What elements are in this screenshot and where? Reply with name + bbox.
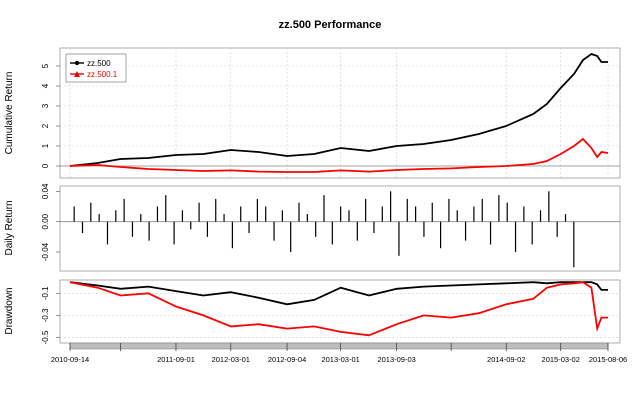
- cumulative-y-tick-label: 5: [41, 63, 50, 68]
- cumulative-panel: 0 1 2 3 4 5 Cumulative Return zz.500 zz.500.1: [4, 47, 621, 179]
- x-axis-tick-label: 2013-09-03: [377, 355, 415, 364]
- x-axis-tick-label: 2013-03-01: [321, 355, 359, 364]
- x-axis-tick-label: 2012-09-04: [268, 355, 306, 364]
- series-line-zz500: [69, 52, 608, 167]
- x-axis-tick-label: 2011-09-01: [157, 355, 195, 364]
- drawdown-series: [69, 281, 608, 337]
- drawdown-line-zz500: [69, 281, 608, 306]
- cumulative-y-tick-label: 4: [41, 83, 50, 88]
- cumulative-y-axis-label: Cumulative Return: [4, 72, 15, 155]
- drawdown-y-tick-label: -0.5: [41, 330, 50, 344]
- x-axis-tick-label: 2010-09-14: [51, 355, 89, 364]
- x-axis-tick-label: 2014-09-02: [487, 355, 525, 364]
- drawdown-plot-frame: [59, 279, 621, 344]
- drawdown-y-tick-label: -0.3: [41, 308, 50, 322]
- drawdown-y-ticks: -0.1 -0.3 -0.5: [41, 286, 60, 344]
- drawdown-panel: -0.1 -0.3 -0.5 Drawdown: [4, 279, 621, 344]
- drawdown-gridlines: [60, 292, 620, 338]
- cumulative-series: [69, 52, 609, 173]
- daily-y-axis-label: Daily Return: [4, 200, 15, 255]
- x-axis-tick-label: 2015-03-02: [542, 355, 580, 364]
- daily-y-tick-label: -0.04: [41, 242, 50, 261]
- cumulative-y-tick-label: 3: [41, 103, 50, 108]
- x-axis: 2010-09-14 2011-09-01 2012-03-01 2012-09-04…: [51, 342, 627, 364]
- daily-y-ticks: 0.04 0.00 -0.04: [41, 183, 60, 261]
- legend-box: [65, 53, 127, 83]
- daily-y-tick-label: 0.00: [41, 213, 50, 229]
- drawdown-line-zz5001: [69, 281, 608, 337]
- x-axis-band: [69, 342, 609, 350]
- daily-y-tick-label: 0.04: [41, 183, 50, 199]
- drawdown-y-tick-label: -0.1: [41, 286, 50, 300]
- cumulative-y-tick-label: 1: [41, 143, 50, 148]
- cumulative-gridlines: [60, 48, 620, 178]
- chart-title: zz.500 Performance: [279, 19, 382, 31]
- legend-label-zz5001: zz.500.1: [87, 70, 118, 79]
- series-line-zz5001: [69, 137, 609, 173]
- cumulative-y-tick-label: 0: [41, 163, 50, 168]
- cumulative-plot-frame: [59, 47, 621, 179]
- x-axis-tick-label: 2012-03-01: [212, 355, 250, 364]
- daily-return-bars: [73, 191, 575, 268]
- legend-marker-zz5001: [74, 71, 80, 77]
- legend-marker-zz500: [74, 60, 80, 66]
- x-axis-tick-label: 2015-08-06: [589, 355, 627, 364]
- legend-label-zz500: zz.500: [87, 59, 111, 68]
- legend: zz.500 zz.500.1: [65, 53, 127, 83]
- drawdown-y-axis-label: Drawdown: [4, 287, 15, 334]
- cumulative-y-tick-label: 2: [41, 123, 50, 128]
- daily-plot-frame: [59, 185, 621, 272]
- daily-panel: 0.04 0.00 -0.04 Daily Return: [4, 183, 621, 272]
- cumulative-y-ticks: 0 1 2 3 4 5: [41, 63, 60, 168]
